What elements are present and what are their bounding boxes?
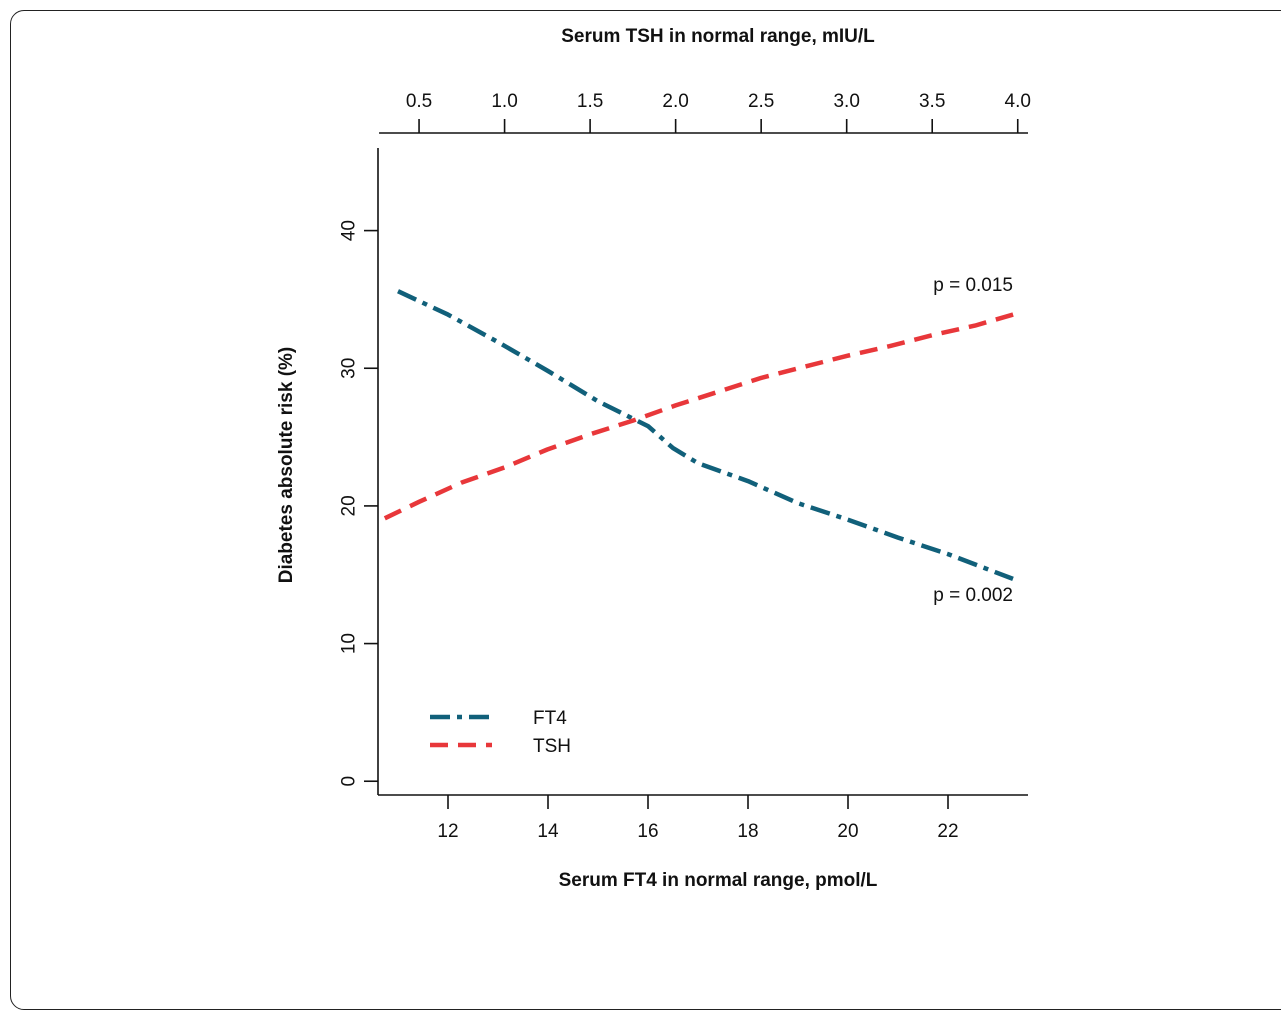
bottom-tick-label: 12: [437, 821, 458, 842]
line-chart: 0.5 1.0 1.5 2.0 2.5 3.0 3.5 4.0 12 14 16 18 20 22 0 1…: [276, 26, 1031, 891]
y-tick-label: 40: [339, 220, 360, 241]
bottom-tick-label: 14: [537, 821, 559, 842]
annotation-layer: p = 0.015 p = 0.002: [933, 275, 1013, 606]
series-layer: [383, 289, 1019, 582]
top-tick-label: 3.5: [919, 91, 945, 112]
p-value-annotation: p = 0.015: [933, 275, 1013, 296]
bottom-tick-label: 18: [737, 821, 758, 842]
y-tick-label: 30: [339, 358, 360, 379]
bottom-axis: 12 14 16 18 20 22: [378, 794, 1028, 842]
y-tick-label: 20: [339, 495, 360, 516]
top-tick-label: 0.5: [406, 91, 432, 112]
left-axis: 0 10 20 30 40: [339, 148, 379, 795]
legend-label-ft4: FT4: [533, 708, 567, 729]
y-axis-title: Diabetes absolute risk (%): [276, 347, 297, 584]
top-tick-label: 4.0: [1005, 91, 1031, 112]
y-tick-label: 0: [339, 776, 360, 787]
y-tick-label: 10: [339, 633, 360, 654]
bottom-tick-label: 22: [937, 821, 958, 842]
series-line-tsh: [383, 311, 1019, 521]
legend: FT4 TSH: [430, 708, 571, 757]
legend-label-tsh: TSH: [533, 736, 571, 757]
bottom-tick-label: 16: [637, 821, 658, 842]
top-tick-label: 3.0: [833, 91, 859, 112]
top-tick-label: 2.0: [662, 91, 688, 112]
bottom-axis-title: Serum FT4 in normal range, pmol/L: [559, 870, 878, 891]
p-value-annotation: p = 0.002: [933, 585, 1013, 606]
top-tick-label: 1.5: [577, 91, 603, 112]
series-line-ft4: [397, 289, 1014, 582]
bottom-tick-label: 20: [837, 821, 858, 842]
top-axis-title: Serum TSH in normal range, mIU/L: [561, 26, 875, 47]
top-tick-label: 1.0: [491, 91, 517, 112]
top-tick-label: 2.5: [748, 91, 774, 112]
top-axis: 0.5 1.0 1.5 2.0 2.5 3.0 3.5 4.0: [379, 91, 1031, 134]
